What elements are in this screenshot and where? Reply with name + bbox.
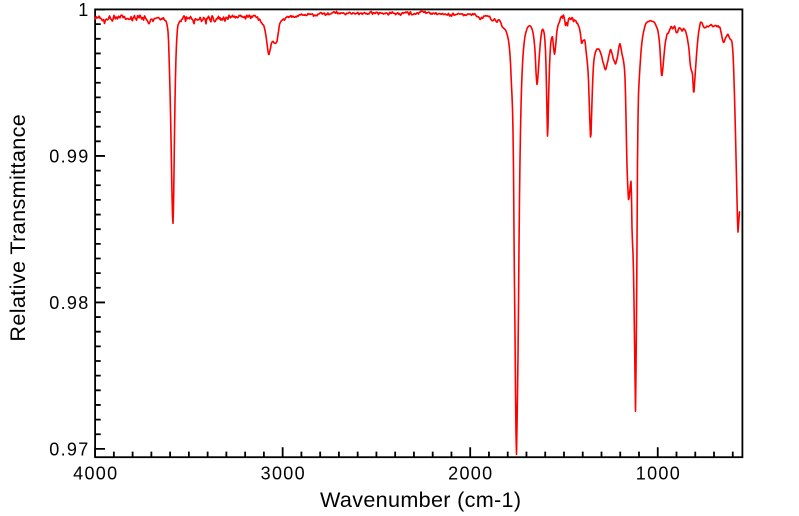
svg-text:2000: 2000: [448, 464, 493, 484]
svg-text:1000: 1000: [636, 464, 681, 484]
svg-text:Wavenumber (cm-1): Wavenumber (cm-1): [320, 487, 521, 512]
svg-text:0.98: 0.98: [49, 293, 89, 313]
svg-text:3000: 3000: [261, 464, 306, 484]
svg-text:0.99: 0.99: [49, 147, 89, 167]
svg-text:Relative Transmittance: Relative Transmittance: [5, 114, 30, 342]
svg-text:0.97: 0.97: [49, 439, 89, 459]
svg-text:1: 1: [78, 0, 89, 20]
svg-text:4000: 4000: [73, 464, 118, 484]
